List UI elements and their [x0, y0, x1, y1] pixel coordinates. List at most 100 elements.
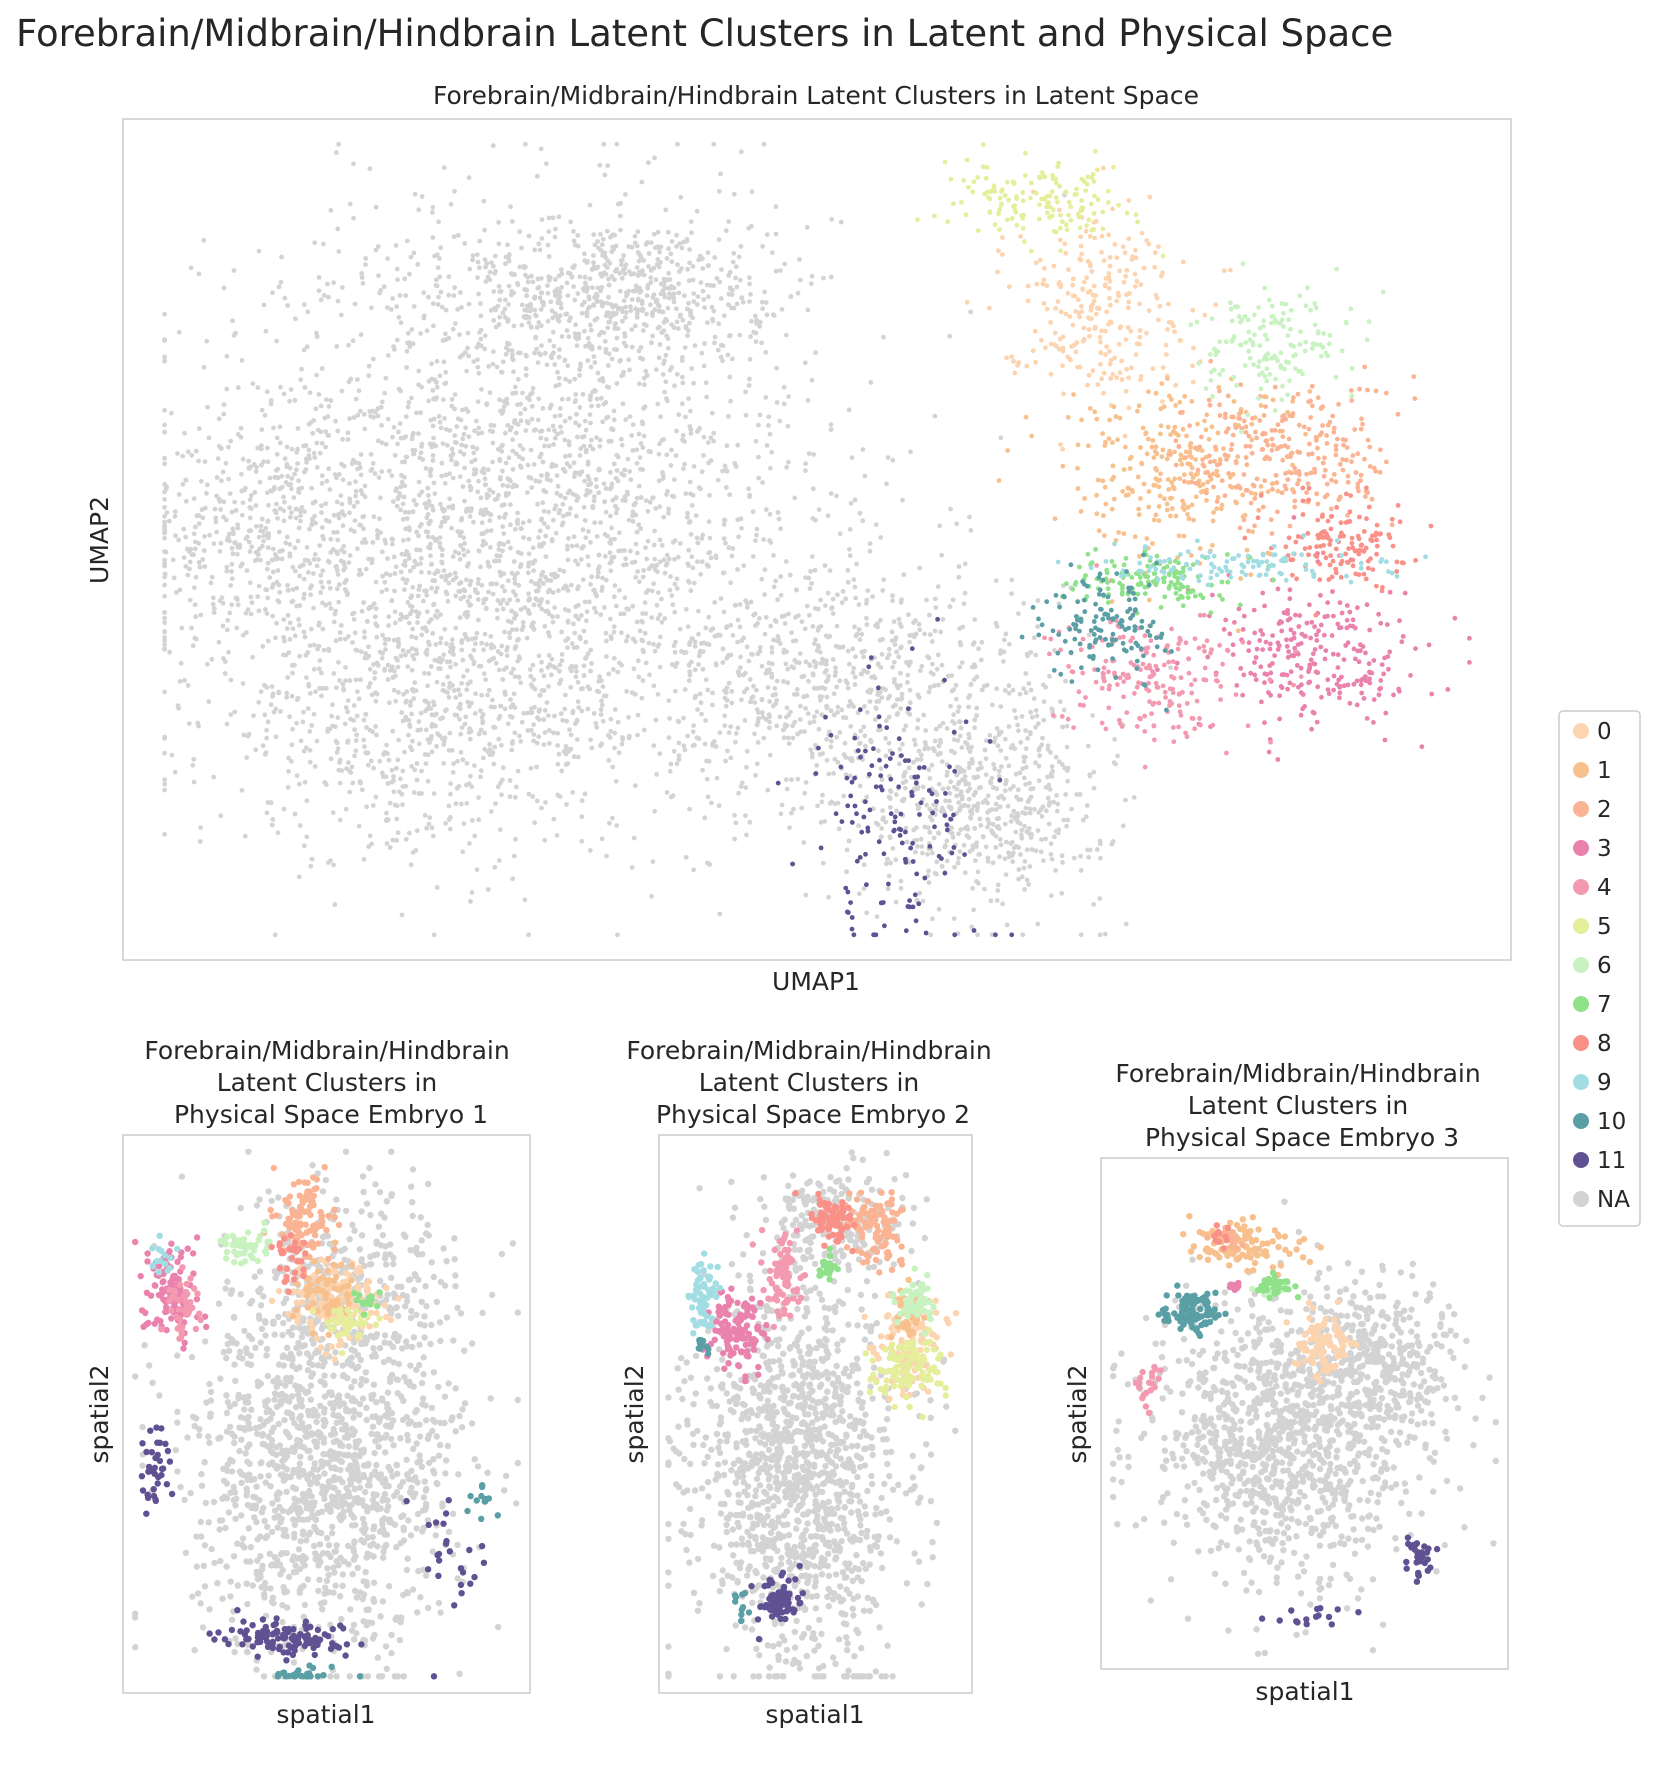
point-cluster-NA	[500, 468, 505, 474]
point-cluster-NA	[851, 577, 857, 583]
point-cluster-NA	[674, 428, 679, 434]
point-cluster-NA	[162, 407, 168, 413]
point-cluster-NA	[497, 297, 503, 303]
point-cluster-NA	[404, 348, 410, 354]
point-cluster-NA	[271, 425, 276, 431]
point-cluster-NA	[552, 713, 557, 719]
point-cluster-NA	[738, 243, 744, 249]
point-cluster-NA	[596, 552, 602, 558]
point-cluster-NA	[533, 312, 538, 318]
point-cluster-NA	[484, 642, 490, 647]
point-cluster-NA	[778, 811, 784, 817]
point-cluster-NA	[1019, 827, 1025, 833]
point-cluster-NA	[737, 332, 743, 338]
point-cluster-NA	[710, 626, 716, 631]
point-cluster-NA	[950, 834, 956, 840]
point-cluster-NA	[359, 608, 365, 614]
point-cluster-NA	[770, 692, 776, 698]
point-cluster-NA	[534, 173, 540, 179]
point-cluster-NA	[302, 843, 307, 849]
point-cluster-NA	[997, 804, 1003, 810]
point-cluster-NA	[411, 430, 416, 436]
point-cluster-NA	[792, 657, 798, 663]
point-cluster-NA	[705, 440, 711, 445]
point-cluster-NA	[162, 311, 168, 317]
point-cluster-NA	[782, 621, 788, 626]
point-cluster-NA	[972, 664, 978, 670]
point-cluster-NA	[265, 545, 271, 551]
point-cluster-NA	[573, 322, 578, 328]
point-cluster-NA	[537, 543, 542, 549]
point-cluster-NA	[507, 630, 512, 636]
point-cluster-NA	[599, 584, 605, 590]
point-cluster-NA	[491, 761, 497, 767]
point-cluster-NA	[410, 626, 415, 632]
point-cluster-NA	[702, 341, 707, 346]
point-cluster-NA	[572, 664, 578, 670]
point-cluster-NA	[558, 711, 564, 717]
point-cluster-NA	[287, 505, 292, 511]
point-cluster-NA	[515, 768, 521, 774]
point-cluster-NA	[1033, 848, 1039, 854]
point-cluster-NA	[561, 568, 567, 574]
point-cluster-NA	[513, 836, 518, 842]
point-cluster-NA	[488, 809, 494, 814]
point-cluster-NA	[421, 315, 427, 321]
point-cluster-NA	[674, 306, 679, 312]
point-cluster-NA	[965, 803, 971, 809]
point-cluster-NA	[287, 551, 293, 557]
point-cluster-NA	[305, 309, 311, 315]
point-cluster-NA	[392, 609, 398, 615]
point-cluster-NA	[858, 728, 864, 734]
point-cluster-NA	[298, 563, 304, 569]
point-cluster-NA	[477, 330, 482, 335]
point-cluster-NA	[407, 271, 412, 277]
point-cluster-NA	[409, 327, 415, 332]
point-cluster-NA	[367, 833, 373, 839]
point-cluster-NA	[864, 597, 870, 603]
point-cluster-NA	[240, 561, 245, 567]
point-cluster-NA	[617, 660, 622, 666]
point-cluster-NA	[822, 563, 828, 568]
point-cluster-NA	[443, 331, 448, 337]
point-cluster-NA	[502, 306, 508, 312]
point-cluster-NA	[402, 474, 407, 480]
point-cluster-NA	[567, 666, 573, 671]
point-cluster-NA	[843, 596, 848, 602]
point-cluster-NA	[424, 825, 429, 831]
point-cluster-NA	[803, 706, 808, 711]
point-cluster-NA	[559, 522, 565, 528]
point-cluster-NA	[1027, 810, 1033, 816]
point-cluster-NA	[211, 541, 217, 547]
point-cluster-NA	[715, 477, 721, 483]
point-cluster-NA	[472, 467, 477, 473]
point-cluster-NA	[513, 451, 519, 457]
point-cluster-NA	[1038, 807, 1044, 813]
point-cluster-NA	[1024, 847, 1030, 853]
point-cluster-NA	[487, 518, 493, 523]
point-cluster-NA	[600, 575, 605, 581]
point-cluster-NA	[441, 337, 446, 343]
point-cluster-NA	[562, 495, 568, 501]
point-cluster-NA	[453, 801, 459, 807]
point-cluster-NA	[1063, 792, 1069, 797]
point-cluster-NA	[693, 513, 699, 519]
point-cluster-NA	[162, 497, 168, 502]
point-cluster-NA	[292, 397, 298, 403]
point-cluster-NA	[220, 623, 226, 629]
point-cluster-NA	[197, 839, 203, 844]
point-cluster-NA	[275, 515, 280, 521]
point-cluster-NA	[450, 770, 456, 775]
point-cluster-NA	[767, 667, 772, 672]
point-cluster-NA	[699, 469, 705, 475]
point-cluster-NA	[712, 255, 718, 260]
point-cluster-NA	[445, 598, 451, 604]
point-cluster-NA	[499, 792, 504, 798]
point-cluster-NA	[529, 706, 534, 711]
point-cluster-NA	[956, 781, 961, 787]
point-cluster-NA	[757, 324, 763, 329]
point-cluster-NA	[851, 665, 857, 671]
point-cluster-NA	[598, 707, 604, 713]
point-cluster-NA	[425, 778, 431, 784]
point-cluster-NA	[679, 245, 685, 251]
